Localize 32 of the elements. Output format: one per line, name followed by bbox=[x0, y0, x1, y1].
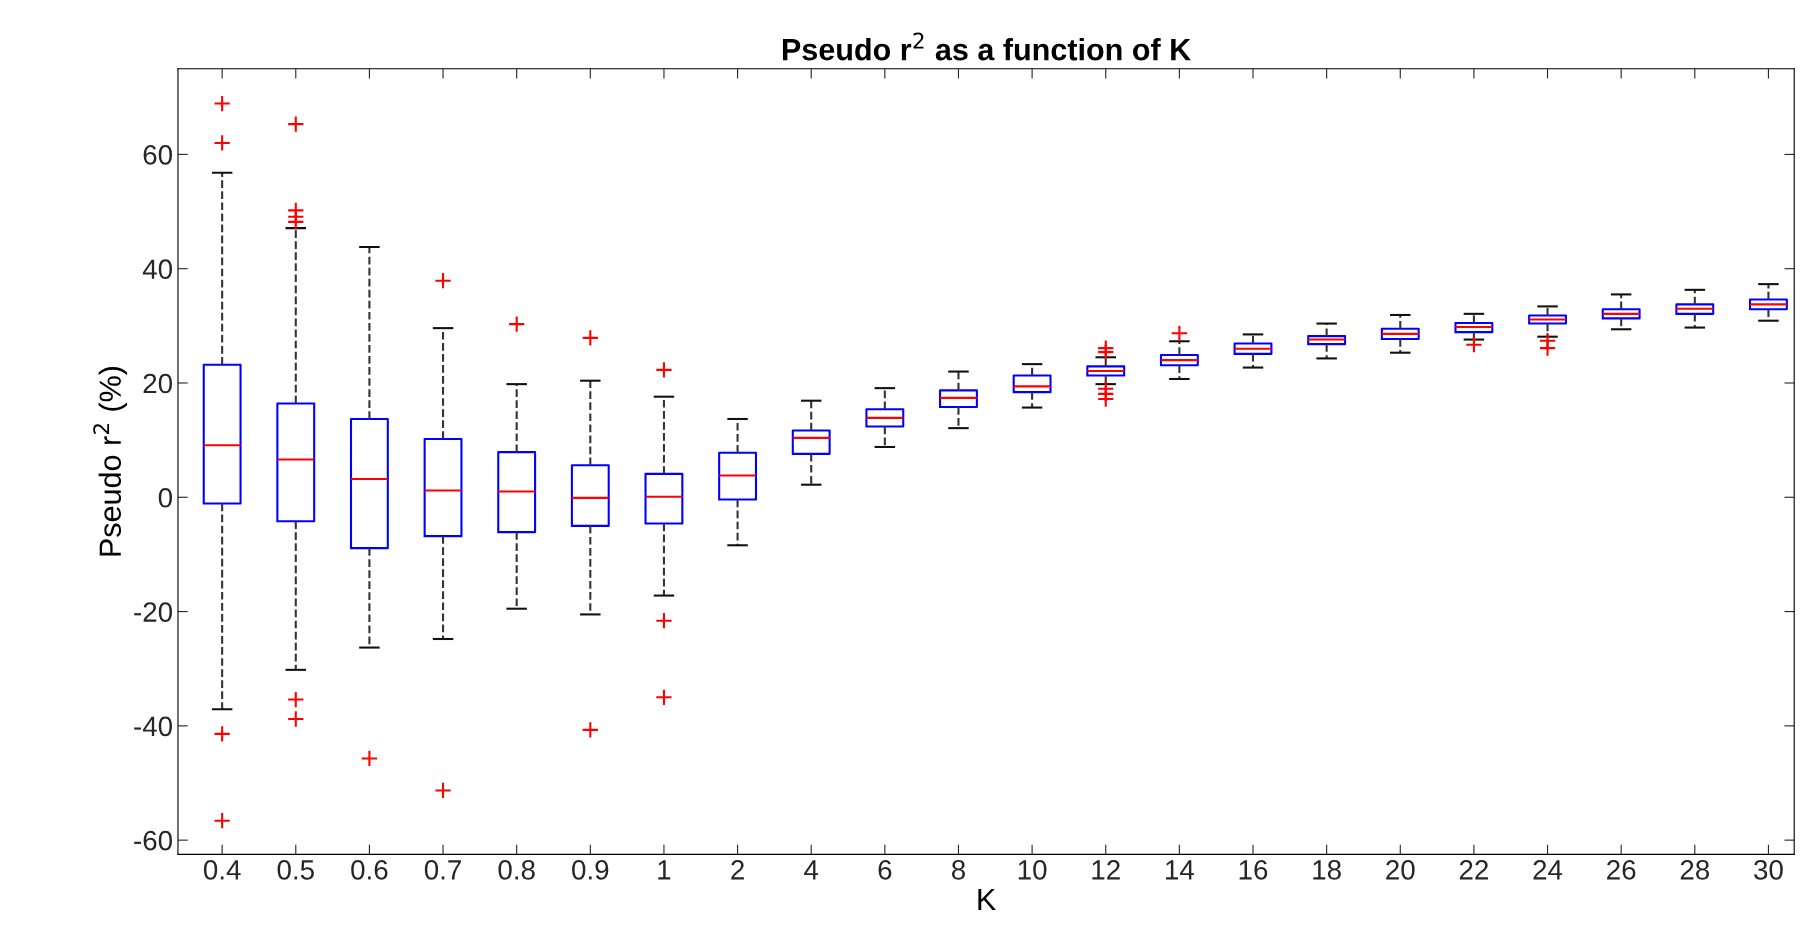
x-tick-label: 10 bbox=[1018, 860, 1047, 880]
y-axis-title: Pseudo r$^{2}$ (%) bbox=[93, 366, 128, 556]
x-tick-label: 14 bbox=[1166, 860, 1195, 880]
x-tick-label: 2 bbox=[731, 860, 744, 880]
x-tick-label: 0.4 bbox=[203, 860, 241, 880]
y-tick-label: 40 bbox=[142, 259, 173, 280]
x-tick-label: 0.8 bbox=[498, 860, 535, 880]
y-tick-label: 0 bbox=[158, 487, 173, 508]
x-tick-label: 20 bbox=[1386, 860, 1415, 880]
x-tick-label: 22 bbox=[1459, 860, 1488, 880]
y-tick-label: 20 bbox=[143, 373, 173, 394]
x-tick-label: 24 bbox=[1533, 860, 1563, 880]
x-tick-label: 6 bbox=[878, 860, 892, 880]
y-tick-label: -20 bbox=[134, 602, 173, 622]
x-tick-label: 16 bbox=[1239, 860, 1268, 880]
x-tick-label: 0.9 bbox=[572, 860, 609, 880]
x-tick-label: 30 bbox=[1754, 860, 1783, 880]
y-tick-label: 60 bbox=[143, 145, 173, 165]
x-tick-label: 8 bbox=[951, 860, 965, 880]
x-tick-label: 12 bbox=[1092, 860, 1120, 880]
y-tick-label: -60 bbox=[134, 830, 173, 851]
x-tick-label: 0.5 bbox=[277, 860, 314, 880]
x-axis-title: K bbox=[978, 889, 996, 911]
x-tick-label: 0.6 bbox=[351, 860, 388, 880]
x-tick-label: 18 bbox=[1313, 860, 1341, 880]
x-tick-label: 28 bbox=[1680, 860, 1710, 880]
x-tick-label: 4 bbox=[804, 860, 819, 880]
x-tick-label: 0.7 bbox=[424, 860, 461, 880]
y-tick-label: -40 bbox=[134, 716, 173, 737]
x-tick-label: 1 bbox=[658, 860, 671, 880]
x-tick-label: 26 bbox=[1607, 860, 1636, 880]
chart-title: Pseudo r$^{2}$ as a function of K bbox=[782, 32, 1191, 61]
